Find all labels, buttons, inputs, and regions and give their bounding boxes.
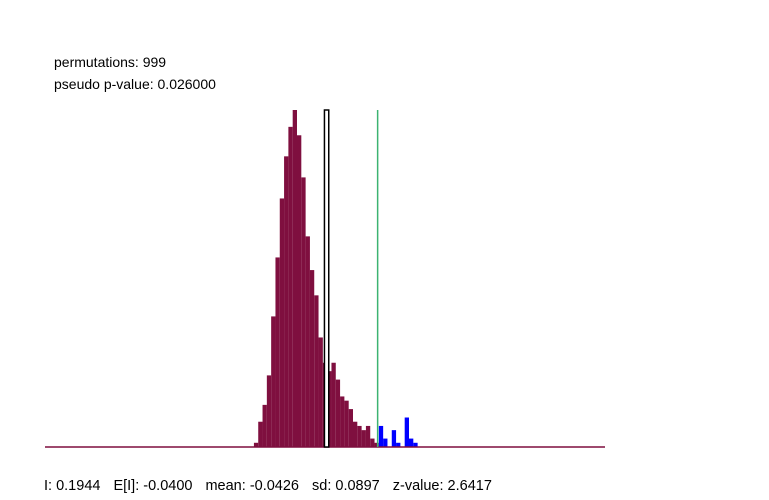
statistic-value: 2.6417 <box>447 478 492 494</box>
histogram-bar <box>353 421 358 447</box>
statistic-value: 0.1944 <box>56 478 101 494</box>
statistic-value: -0.0426 <box>249 478 299 494</box>
statistic-label: I: <box>44 478 53 494</box>
histogram-bar <box>331 362 336 447</box>
histogram-bar <box>374 442 379 447</box>
histogram-bar <box>275 257 280 447</box>
histogram-bar <box>279 198 285 447</box>
histogram-bar <box>378 425 384 447</box>
histogram-bar <box>335 379 341 447</box>
histogram-bar <box>404 417 409 447</box>
histogram-bar <box>383 438 388 447</box>
histogram-bar <box>318 337 323 447</box>
histogram-bar <box>340 396 345 447</box>
histogram-bar <box>271 316 276 447</box>
statistic-label: E[I]: <box>113 478 140 494</box>
statistic-label: sd: <box>312 478 332 494</box>
statistic-label: mean: <box>205 478 246 494</box>
statistics-line: I: 0.1944 E[I]: -0.0400 mean: -0.0426 sd: 0… <box>44 478 505 494</box>
statistic: mean: -0.0426 <box>205 478 299 494</box>
histogram-bar <box>266 375 272 447</box>
histogram-bar <box>253 442 259 447</box>
histogram-bar <box>413 442 418 447</box>
histogram-bar <box>292 110 297 447</box>
chart: permutations: 999 pseudo p-value: 0.0260… <box>45 54 605 448</box>
histogram-bar <box>284 156 289 447</box>
histogram-bar <box>365 425 371 447</box>
histogram-bar <box>258 421 263 447</box>
histogram-bar <box>396 442 401 447</box>
histogram-bar <box>370 438 375 447</box>
mean-marker <box>323 109 330 448</box>
statistic-value: 0.0897 <box>335 478 380 494</box>
histogram-bar <box>344 400 349 447</box>
histogram-bar <box>357 425 362 447</box>
histogram-bar <box>301 177 306 447</box>
statistic: I: 0.1944 <box>44 478 100 494</box>
histogram-bar <box>288 126 293 447</box>
histogram-bar <box>361 430 366 447</box>
statistic-label: z-value: <box>392 478 444 494</box>
histogram-bar <box>309 270 315 447</box>
histogram-bar <box>297 135 302 447</box>
statistic: z-value: 2.6417 <box>393 478 492 494</box>
statistic-value: -0.0400 <box>143 478 193 494</box>
histogram-bar <box>314 295 319 447</box>
statistic: E[I]: -0.0400 <box>113 478 192 494</box>
histogram-bar <box>348 409 353 447</box>
histogram-bar <box>391 430 397 447</box>
histogram-bar <box>305 236 310 447</box>
p-value-text: pseudo p-value: 0.026000 <box>54 76 216 92</box>
histogram-bar <box>409 438 414 447</box>
histogram-bar <box>262 404 267 447</box>
statistic: sd: 0.0897 <box>312 478 380 494</box>
permutations-text: permutations: 999 <box>54 54 166 70</box>
